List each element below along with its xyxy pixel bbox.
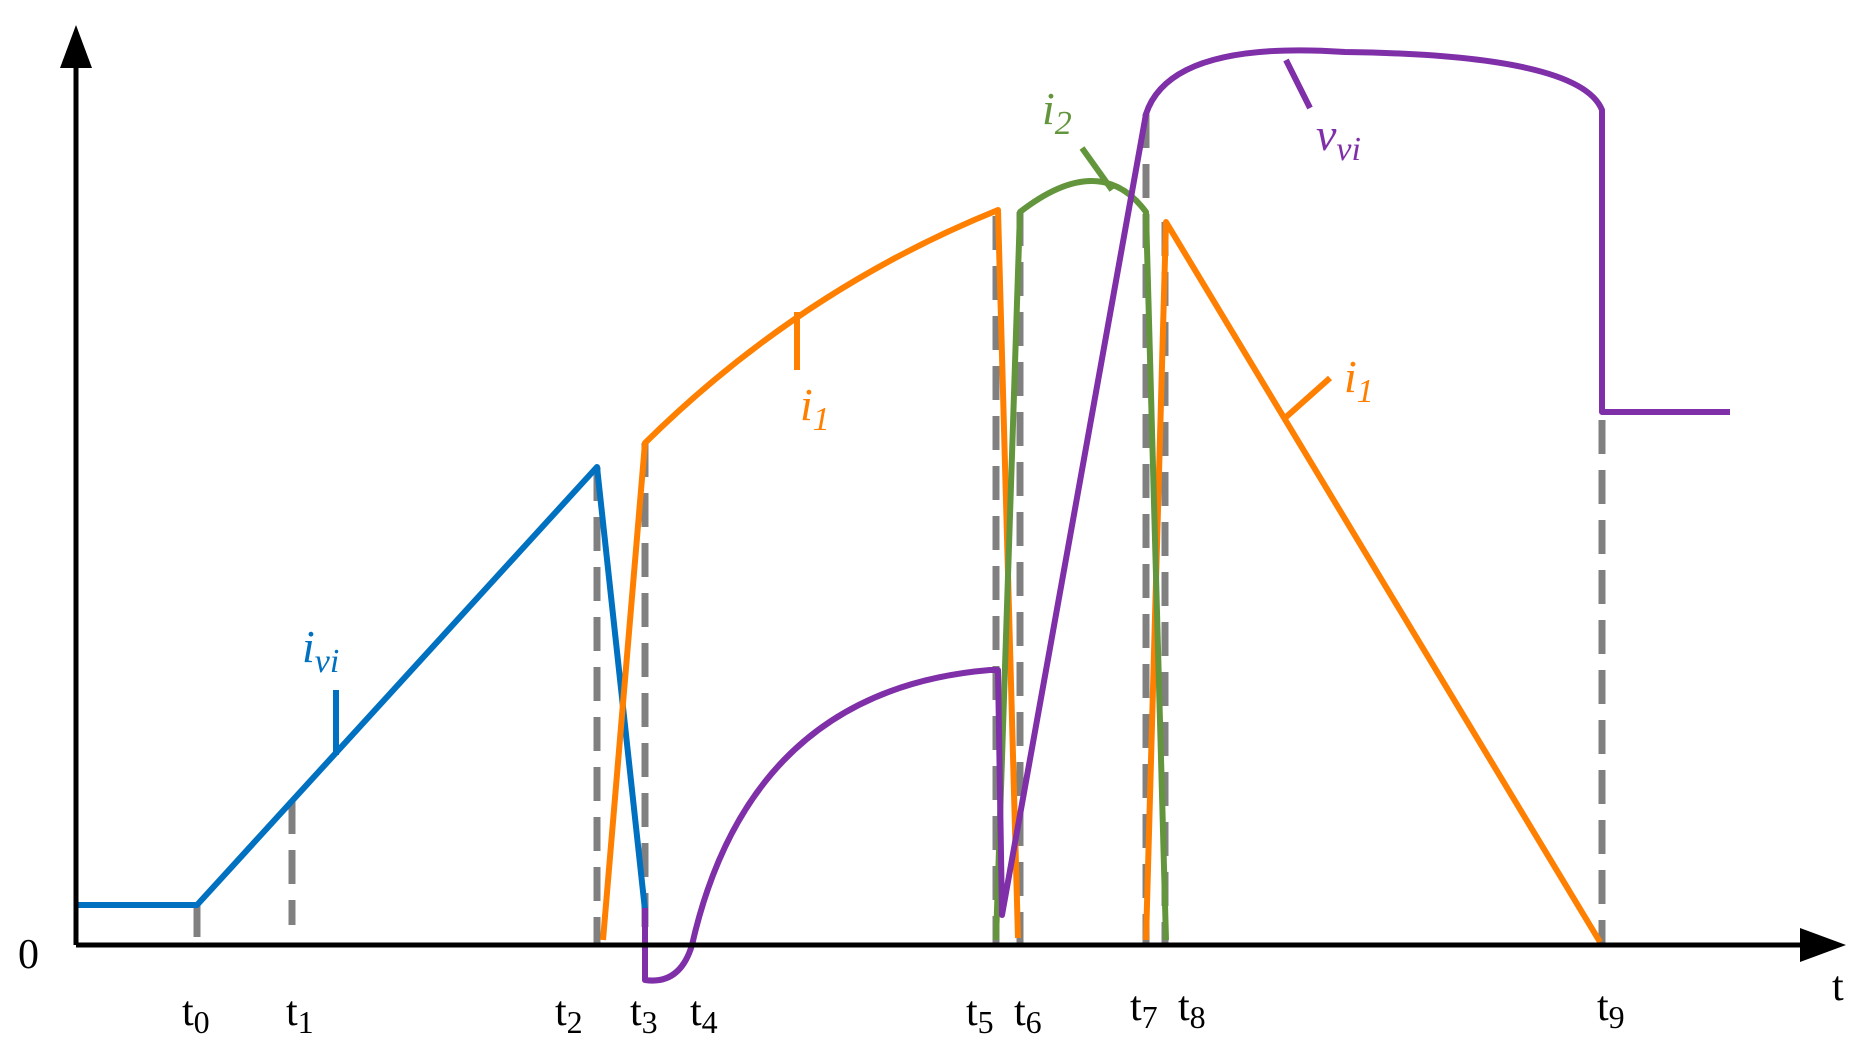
curve-i-2 — [993, 178, 1169, 941]
tick-t9: t9 — [1597, 984, 1625, 1035]
curve-v-vi — [642, 47, 1730, 984]
curve-i-1-first — [600, 207, 1021, 941]
tick-t7: t7 — [1130, 984, 1158, 1035]
label-i-vi: ivi — [302, 621, 339, 680]
leader-i-2 — [1079, 146, 1115, 192]
leader-v-vi — [1283, 58, 1313, 110]
tick-t4: t4 — [690, 989, 718, 1040]
curve-i-1-second — [1143, 219, 1603, 944]
label-i-2: i2 — [1042, 83, 1072, 142]
x-axis-label: t — [1832, 964, 1844, 1010]
x-axis-arrow — [1800, 928, 1846, 962]
curve-i-vi — [78, 464, 648, 911]
time-tick-labels: t0 t1 t2 t3 t4 t5 t6 t7 t8 t9 — [182, 984, 1625, 1040]
tick-t3: t3 — [630, 989, 658, 1040]
time-guide-lines — [193, 114, 1606, 945]
tick-t0: t0 — [182, 989, 210, 1040]
tick-t1: t1 — [286, 989, 314, 1040]
label-v-vi: vvi — [1316, 109, 1361, 168]
origin-label: 0 — [18, 932, 39, 978]
leader-i-1-second — [1283, 375, 1332, 421]
tick-t2: t2 — [555, 989, 583, 1040]
label-i-1-first: i1 — [800, 379, 830, 438]
tick-t5: t5 — [966, 989, 994, 1040]
label-i-1-second: i1 — [1344, 351, 1374, 410]
y-axis-arrow — [60, 25, 92, 68]
tick-t6: t6 — [1014, 989, 1042, 1040]
tick-t8: t8 — [1178, 984, 1206, 1035]
